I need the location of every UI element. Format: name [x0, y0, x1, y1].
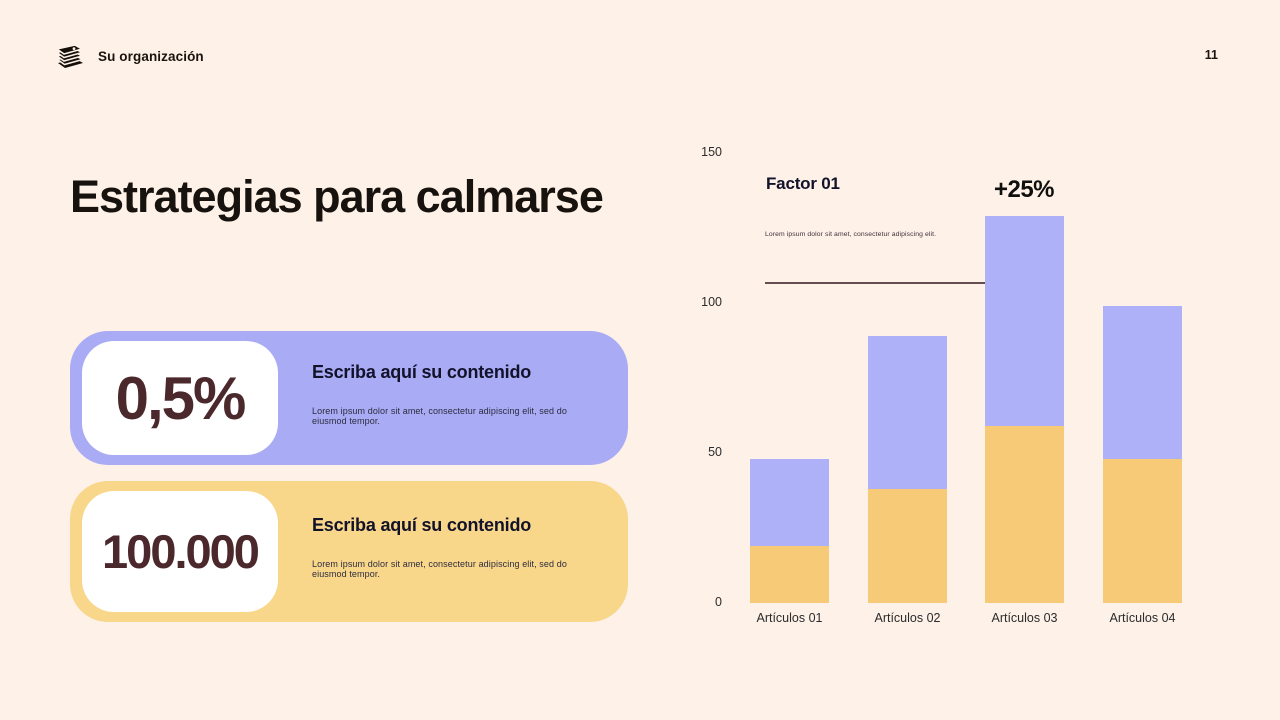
x-axis-label: Artículos 03	[991, 611, 1058, 625]
chart-callout-label: +25%	[993, 176, 1055, 203]
x-axis-label: Artículos 02	[874, 611, 941, 625]
bar-segment-serie-superior	[868, 336, 947, 489]
bar-segment-serie-superior	[985, 216, 1064, 426]
bar-segment-serie-inferior	[868, 489, 947, 603]
x-axis-label: Artículos 04	[1109, 611, 1176, 625]
stat-heading: Escriba aquí su contenido	[312, 362, 532, 382]
stat-body: Lorem ipsum dolor sit amet, consectetur …	[312, 559, 567, 579]
bar-segment-serie-inferior	[985, 426, 1064, 603]
books-stack-icon	[52, 40, 88, 73]
bar-segment-serie-inferior	[750, 546, 829, 603]
bar-segment-serie-inferior	[1103, 459, 1182, 603]
stat-value: 100.000	[102, 525, 260, 578]
y-axis-tick: 50	[708, 445, 722, 459]
stat-card-texts: Escriba aquí su contenido Lorem ipsum do…	[312, 481, 598, 622]
page-number: 11	[1204, 48, 1218, 62]
y-axis-tick: 0	[715, 595, 722, 609]
chart-factor-label: Factor 01	[766, 174, 840, 193]
chart-factor-description: Lorem ipsum dolor sit amet, consectetur …	[765, 231, 937, 238]
bar-segment-serie-superior	[1103, 306, 1182, 459]
y-axis-tick: 100	[701, 295, 722, 309]
stat-heading: Escriba aquí su contenido	[312, 515, 532, 535]
x-axis-label: Artículos 01	[756, 611, 823, 625]
stat-card-texts: Escriba aquí su contenido Lorem ipsum do…	[312, 331, 598, 465]
brand-name: Su organización	[98, 49, 204, 64]
stat-body: Lorem ipsum dolor sit amet, consectetur …	[312, 406, 567, 426]
page-title: Estrategias para calmarse	[70, 171, 604, 222]
stat-value: 0,5%	[115, 364, 247, 432]
stat-card-orange: 100.000 Escriba aquí su contenido Lorem …	[70, 481, 628, 622]
stat-card-purple: 0,5% Escriba aquí su contenido Lorem ips…	[70, 331, 628, 465]
stat-value-tile: 100.000	[82, 491, 278, 612]
bar-segment-serie-superior	[750, 459, 829, 546]
stat-value-tile: 0,5%	[82, 341, 278, 455]
brand: Su organización	[52, 40, 204, 73]
y-axis-tick: 150	[701, 145, 722, 159]
